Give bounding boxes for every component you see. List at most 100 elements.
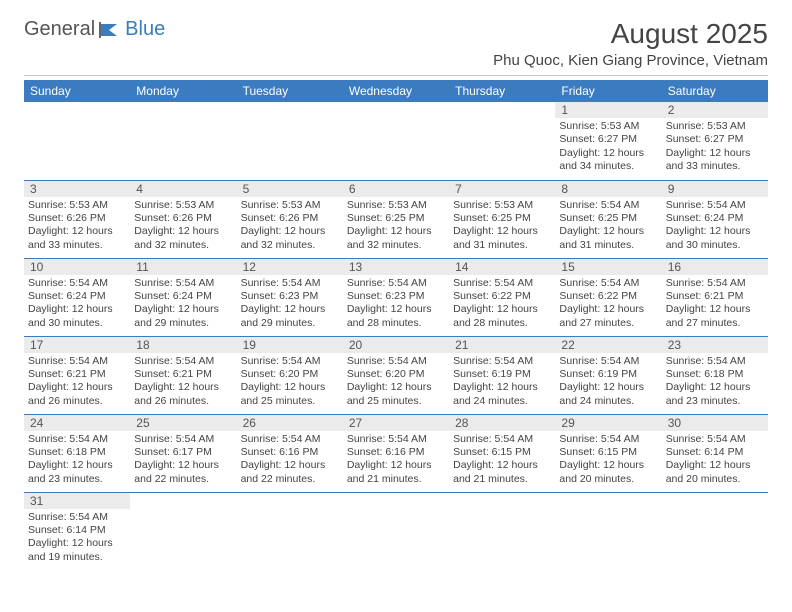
daylight-text: Daylight: 12 hours and 25 minutes. [241,381,339,408]
title-block: August 2025 Phu Quoc, Kien Giang Provinc… [493,18,768,71]
day-number: 9 [662,181,768,197]
daylight-text: Daylight: 12 hours and 33 minutes. [28,225,126,252]
day-number: 10 [24,259,130,275]
sunset-text: Sunset: 6:27 PM [666,133,764,146]
day-details: Sunrise: 5:54 AMSunset: 6:23 PMDaylight:… [343,275,449,334]
day-number: 13 [343,259,449,275]
sunrise-text: Sunrise: 5:54 AM [241,433,339,446]
sunset-text: Sunset: 6:26 PM [134,212,232,225]
daylight-text: Daylight: 12 hours and 23 minutes. [666,381,764,408]
day-details: Sunrise: 5:54 AMSunset: 6:24 PMDaylight:… [662,197,768,256]
day-details: Sunrise: 5:54 AMSunset: 6:14 PMDaylight:… [24,509,130,568]
calendar-cell: 4Sunrise: 5:53 AMSunset: 6:26 PMDaylight… [130,180,236,258]
weekday-header-row: Sunday Monday Tuesday Wednesday Thursday… [24,80,768,102]
sunset-text: Sunset: 6:19 PM [559,368,657,381]
day-details: Sunrise: 5:54 AMSunset: 6:23 PMDaylight:… [237,275,343,334]
sunset-text: Sunset: 6:21 PM [28,368,126,381]
sunrise-text: Sunrise: 5:54 AM [347,277,445,290]
daylight-text: Daylight: 12 hours and 23 minutes. [28,459,126,486]
sunrise-text: Sunrise: 5:54 AM [347,355,445,368]
daylight-text: Daylight: 12 hours and 22 minutes. [241,459,339,486]
daylight-text: Daylight: 12 hours and 25 minutes. [347,381,445,408]
sunset-text: Sunset: 6:21 PM [666,290,764,303]
sunset-text: Sunset: 6:17 PM [134,446,232,459]
sunrise-text: Sunrise: 5:54 AM [28,511,126,524]
sunrise-text: Sunrise: 5:53 AM [241,199,339,212]
sunset-text: Sunset: 6:25 PM [453,212,551,225]
sunrise-text: Sunrise: 5:54 AM [453,277,551,290]
calendar-cell [237,492,343,570]
sunrise-text: Sunrise: 5:54 AM [453,433,551,446]
calendar-cell: 25Sunrise: 5:54 AMSunset: 6:17 PMDayligh… [130,414,236,492]
day-number: 15 [555,259,661,275]
day-details: Sunrise: 5:53 AMSunset: 6:26 PMDaylight:… [24,197,130,256]
calendar-cell: 10Sunrise: 5:54 AMSunset: 6:24 PMDayligh… [24,258,130,336]
sunrise-text: Sunrise: 5:54 AM [347,433,445,446]
calendar-cell: 22Sunrise: 5:54 AMSunset: 6:19 PMDayligh… [555,336,661,414]
daylight-text: Daylight: 12 hours and 20 minutes. [559,459,657,486]
daylight-text: Daylight: 12 hours and 30 minutes. [28,303,126,330]
sunrise-text: Sunrise: 5:54 AM [241,355,339,368]
sunrise-text: Sunrise: 5:54 AM [559,355,657,368]
day-number: 5 [237,181,343,197]
calendar-cell: 18Sunrise: 5:54 AMSunset: 6:21 PMDayligh… [130,336,236,414]
daylight-text: Daylight: 12 hours and 32 minutes. [241,225,339,252]
sunset-text: Sunset: 6:27 PM [559,133,657,146]
daylight-text: Daylight: 12 hours and 21 minutes. [453,459,551,486]
calendar-row: 1Sunrise: 5:53 AMSunset: 6:27 PMDaylight… [24,102,768,180]
daylight-text: Daylight: 12 hours and 32 minutes. [347,225,445,252]
day-details: Sunrise: 5:54 AMSunset: 6:24 PMDaylight:… [24,275,130,334]
sunset-text: Sunset: 6:25 PM [559,212,657,225]
calendar-cell: 20Sunrise: 5:54 AMSunset: 6:20 PMDayligh… [343,336,449,414]
daylight-text: Daylight: 12 hours and 34 minutes. [559,147,657,174]
day-details: Sunrise: 5:53 AMSunset: 6:27 PMDaylight:… [555,118,661,177]
sunset-text: Sunset: 6:25 PM [347,212,445,225]
day-number: 12 [237,259,343,275]
day-number: 25 [130,415,236,431]
sunset-text: Sunset: 6:23 PM [347,290,445,303]
sunset-text: Sunset: 6:16 PM [241,446,339,459]
day-details: Sunrise: 5:54 AMSunset: 6:15 PMDaylight:… [555,431,661,490]
sunset-text: Sunset: 6:24 PM [134,290,232,303]
calendar-cell [130,102,236,180]
calendar-cell: 31Sunrise: 5:54 AMSunset: 6:14 PMDayligh… [24,492,130,570]
sunrise-text: Sunrise: 5:54 AM [559,199,657,212]
sunset-text: Sunset: 6:24 PM [666,212,764,225]
day-details: Sunrise: 5:54 AMSunset: 6:20 PMDaylight:… [343,353,449,412]
sunrise-text: Sunrise: 5:54 AM [28,355,126,368]
day-details: Sunrise: 5:54 AMSunset: 6:16 PMDaylight:… [343,431,449,490]
daylight-text: Daylight: 12 hours and 19 minutes. [28,537,126,564]
day-details: Sunrise: 5:54 AMSunset: 6:22 PMDaylight:… [555,275,661,334]
day-number: 31 [24,493,130,509]
calendar-cell: 17Sunrise: 5:54 AMSunset: 6:21 PMDayligh… [24,336,130,414]
daylight-text: Daylight: 12 hours and 26 minutes. [28,381,126,408]
sunrise-text: Sunrise: 5:54 AM [134,433,232,446]
sunset-text: Sunset: 6:15 PM [559,446,657,459]
calendar-table: Sunday Monday Tuesday Wednesday Thursday… [24,80,768,570]
calendar-cell: 19Sunrise: 5:54 AMSunset: 6:20 PMDayligh… [237,336,343,414]
sunrise-text: Sunrise: 5:54 AM [134,355,232,368]
sunrise-text: Sunrise: 5:53 AM [666,120,764,133]
day-details: Sunrise: 5:54 AMSunset: 6:17 PMDaylight:… [130,431,236,490]
day-number: 20 [343,337,449,353]
sunrise-text: Sunrise: 5:54 AM [28,277,126,290]
day-number: 1 [555,102,661,118]
day-number: 19 [237,337,343,353]
daylight-text: Daylight: 12 hours and 29 minutes. [134,303,232,330]
daylight-text: Daylight: 12 hours and 31 minutes. [453,225,551,252]
day-details: Sunrise: 5:53 AMSunset: 6:26 PMDaylight:… [130,197,236,256]
day-number: 26 [237,415,343,431]
sunset-text: Sunset: 6:20 PM [347,368,445,381]
day-number: 23 [662,337,768,353]
day-number: 8 [555,181,661,197]
calendar-cell: 9Sunrise: 5:54 AMSunset: 6:24 PMDaylight… [662,180,768,258]
flag-icon [99,22,121,38]
day-number: 7 [449,181,555,197]
calendar-cell [343,102,449,180]
day-number: 30 [662,415,768,431]
calendar-cell: 29Sunrise: 5:54 AMSunset: 6:15 PMDayligh… [555,414,661,492]
daylight-text: Daylight: 12 hours and 24 minutes. [559,381,657,408]
day-details: Sunrise: 5:54 AMSunset: 6:21 PMDaylight:… [662,275,768,334]
day-number: 29 [555,415,661,431]
calendar-cell: 30Sunrise: 5:54 AMSunset: 6:14 PMDayligh… [662,414,768,492]
